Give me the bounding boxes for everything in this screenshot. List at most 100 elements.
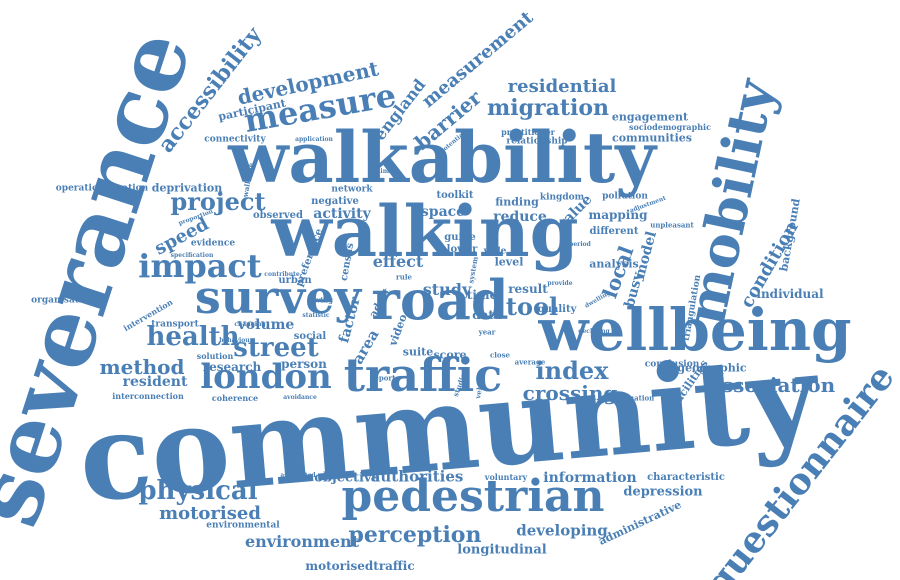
- word-space: space: [420, 204, 466, 220]
- word-project: project: [170, 187, 266, 216]
- word-perception: perception: [348, 522, 482, 548]
- word-rule: rule: [396, 272, 412, 282]
- word-urban: urban: [278, 275, 312, 286]
- word-estimate: estimate: [370, 168, 400, 175]
- word-characteristic: characteristic: [647, 472, 725, 483]
- word-social: social: [293, 331, 327, 342]
- word-associated: associated: [280, 472, 316, 479]
- word-valuation: valuation: [617, 393, 655, 403]
- word-walkability: walkability: [228, 116, 656, 199]
- word-deprivation: deprivation: [151, 181, 223, 195]
- word-developing: developing: [516, 521, 608, 540]
- word-solution: solution: [196, 351, 234, 361]
- word-motorisedtraffic: motorisedtraffic: [305, 559, 415, 573]
- word-time: time: [466, 288, 498, 302]
- word-interconnection: interconnection: [112, 391, 184, 401]
- word-migration: migration: [486, 95, 610, 121]
- word-suite: suite: [402, 345, 434, 359]
- word-finding: finding: [495, 195, 539, 209]
- word-organisation: organisation: [31, 295, 95, 306]
- word-evidence: evidence: [190, 238, 236, 249]
- word-tool: tool: [505, 292, 559, 321]
- word-wale: wale: [483, 246, 507, 257]
- word-effect: effect: [372, 252, 424, 271]
- word-impact: impact: [138, 247, 262, 285]
- word-provide: provide: [547, 280, 573, 287]
- word-observed: observed: [252, 210, 304, 221]
- word-period: period: [569, 241, 591, 248]
- word-association: association: [708, 373, 836, 397]
- word-traffic: traffic: [343, 348, 503, 402]
- word-practitioner: practitioner: [501, 127, 555, 137]
- word-study: study: [422, 280, 472, 299]
- word-score: score: [433, 348, 467, 362]
- word-changing: changing: [234, 321, 266, 328]
- word-information: information: [543, 470, 637, 486]
- word-road: road: [371, 268, 509, 332]
- word-mapping: mapping: [588, 208, 648, 222]
- word-index: index: [535, 356, 609, 385]
- word-conclusion: conclusion: [644, 359, 700, 370]
- word-contribute: contribute: [264, 271, 300, 278]
- word-report: report: [370, 373, 396, 383]
- word-analysis: analysis: [589, 257, 639, 271]
- word-engagement: engagement: [611, 110, 689, 124]
- word-pollution: pollution: [602, 191, 648, 202]
- word-individual: individual: [756, 287, 824, 301]
- word-wellbeing: wellbeing: [538, 296, 852, 364]
- word-relationship: relationship: [506, 136, 568, 147]
- word-communities: communities: [612, 131, 692, 145]
- word-operationalisation: operationalisation: [55, 183, 149, 194]
- word-declining: declining: [578, 328, 610, 335]
- word-average: average: [514, 357, 546, 367]
- word-toolkit: toolkit: [436, 190, 474, 201]
- word-survey: survey: [194, 270, 362, 324]
- word-street: street: [233, 333, 319, 363]
- word-model: model: [632, 229, 660, 281]
- word-application: application: [295, 136, 333, 143]
- word-authorities: authorities: [370, 467, 464, 486]
- word-crossing: crossing: [522, 381, 618, 405]
- word-coherence: coherence: [211, 393, 259, 403]
- word-lower: lower: [446, 244, 478, 255]
- word-guide: guide: [444, 232, 476, 243]
- word-behaviour: behaviour: [219, 337, 253, 344]
- word-data: data: [472, 308, 502, 322]
- word-voluntary: voluntary: [484, 472, 528, 482]
- word-walking: walking: [271, 190, 579, 273]
- word-london: london: [200, 357, 332, 397]
- word-year: year: [478, 327, 496, 337]
- word-research: research: [202, 360, 262, 374]
- word-activity: activity: [313, 206, 371, 222]
- word-connectivity: connectivity: [204, 134, 266, 145]
- word-motorised: motorised: [159, 503, 261, 524]
- word-transport: transport: [151, 319, 199, 330]
- word-statistic: statistic: [302, 312, 330, 319]
- word-residential: residential: [507, 76, 617, 97]
- word-longitudinal: longitudinal: [457, 542, 547, 558]
- word-pedestrian: pedestrian: [341, 471, 605, 522]
- word-physical: physical: [138, 476, 258, 506]
- word-reduce: reduce: [493, 209, 547, 225]
- word-environment: environment: [244, 532, 360, 551]
- word-depression: depression: [623, 484, 703, 500]
- word-close: close: [490, 350, 510, 360]
- word-person: person: [281, 357, 327, 371]
- word-administrative: administrative: [596, 498, 684, 548]
- word-quality: quality: [537, 304, 577, 315]
- word-environmental: environmental: [206, 520, 280, 531]
- word-geographic: geographic: [677, 361, 747, 375]
- word-different: different: [589, 226, 639, 237]
- word-avoidance: avoidance: [283, 394, 317, 401]
- word-objective: objective: [314, 470, 380, 486]
- word-sociodemographic: sociodemographic: [629, 122, 711, 132]
- word-kingdom: kingdom: [539, 192, 585, 203]
- word-volume: volume: [237, 317, 295, 333]
- word-living: living: [310, 295, 334, 305]
- word-resident: resident: [122, 374, 188, 390]
- word-specification: specification: [170, 252, 214, 259]
- word-unpleasant: unpleasant: [650, 220, 694, 230]
- word-network: network: [331, 184, 373, 195]
- word-result: result: [508, 282, 548, 296]
